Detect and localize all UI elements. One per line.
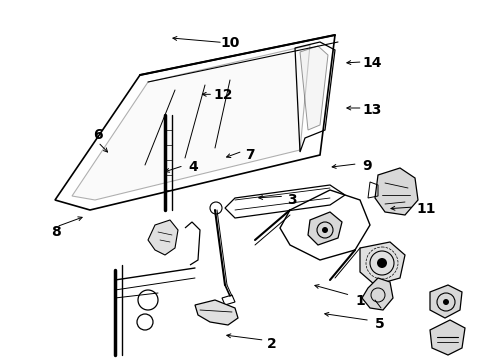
Polygon shape bbox=[362, 278, 393, 310]
Polygon shape bbox=[148, 220, 178, 255]
Text: 11: 11 bbox=[416, 202, 436, 216]
Polygon shape bbox=[195, 300, 238, 325]
Polygon shape bbox=[430, 285, 462, 318]
Circle shape bbox=[377, 258, 387, 268]
Text: 6: 6 bbox=[93, 128, 103, 142]
Text: 1: 1 bbox=[355, 294, 365, 307]
Polygon shape bbox=[360, 242, 405, 285]
Text: 14: 14 bbox=[363, 56, 382, 70]
Circle shape bbox=[322, 227, 328, 233]
Text: 12: 12 bbox=[213, 89, 233, 102]
Text: 9: 9 bbox=[363, 159, 372, 172]
Text: 7: 7 bbox=[245, 148, 255, 162]
Text: 5: 5 bbox=[375, 317, 385, 331]
Polygon shape bbox=[308, 212, 342, 245]
Text: 13: 13 bbox=[363, 103, 382, 117]
Text: 8: 8 bbox=[51, 225, 61, 239]
Text: 4: 4 bbox=[189, 161, 198, 174]
Circle shape bbox=[443, 299, 449, 305]
Text: 3: 3 bbox=[287, 193, 296, 207]
Text: 2: 2 bbox=[267, 337, 277, 351]
Text: 10: 10 bbox=[220, 36, 240, 50]
Polygon shape bbox=[375, 168, 418, 215]
Polygon shape bbox=[72, 45, 310, 200]
Polygon shape bbox=[300, 46, 328, 130]
Polygon shape bbox=[430, 320, 465, 355]
